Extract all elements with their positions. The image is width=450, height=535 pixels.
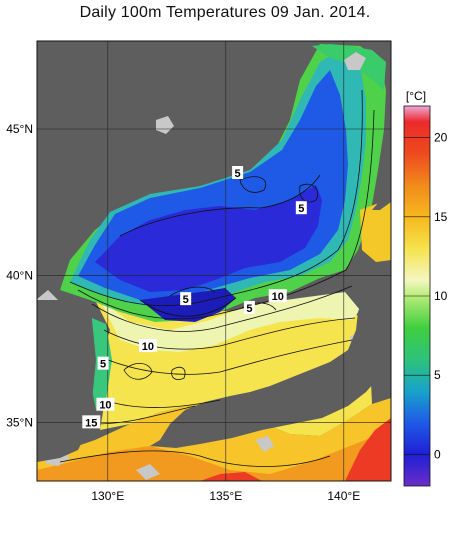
map-title: Daily 100m Temperatures 09 Jan. 2014. — [79, 4, 371, 21]
contour-label-bg — [232, 166, 244, 179]
contour-label-bg — [96, 397, 115, 411]
colorbar-tick-label: 15 — [434, 210, 448, 224]
latitude-label: 35°N — [6, 415, 33, 429]
contour-label-bg — [138, 339, 157, 353]
longitude-label: 140°E — [327, 489, 360, 503]
contour-label-bg — [295, 201, 307, 215]
no-data-patch — [344, 52, 366, 70]
contour-label-bg — [97, 356, 109, 370]
contour-label-bg — [180, 292, 192, 306]
land-hokkaido — [372, 190, 391, 210]
contour-label: 10 — [272, 291, 284, 303]
contour-label: 5 — [235, 168, 241, 180]
latitude-labels: 45°N 40°N 35°N — [6, 122, 33, 429]
longitude-label: 135°E — [209, 489, 242, 503]
sea-north-strip — [312, 44, 386, 90]
longitude-labels: 130°E 135°E 140°E — [91, 489, 360, 503]
colorbar-unit: [°C] — [406, 89, 426, 103]
sea-deep-blue — [95, 185, 322, 292]
no-data-patch — [255, 436, 274, 452]
colorbar-tick-label: 20 — [434, 131, 448, 145]
contour-label-bg — [243, 300, 255, 314]
latitude-label: 40°N — [6, 269, 33, 283]
contour-label: 5 — [246, 303, 252, 315]
contour-label: 5 — [100, 359, 106, 371]
latitude-label: 45°N — [6, 122, 33, 136]
sea-kuroshio-red — [200, 418, 391, 481]
contour-label-bg — [82, 415, 101, 429]
colorbar: [°C] 20 15 10 5 0 — [403, 89, 448, 487]
contour-label: 10 — [99, 400, 111, 412]
colorbar-tick-label: 0 — [434, 447, 441, 461]
contour-label-bg — [268, 289, 287, 303]
map-frame — [36, 40, 392, 482]
contour-lines — [59, 89, 375, 467]
map-area — [37, 41, 391, 481]
longitude-label: 130°E — [91, 489, 124, 503]
contour-label: 10 — [142, 341, 154, 353]
no-data-patch — [136, 464, 160, 480]
land-korea — [37, 300, 96, 462]
colorbar-tick-label: 5 — [434, 368, 441, 382]
contour-label: 5 — [183, 294, 189, 306]
sea-tsugaru-warm — [360, 200, 391, 262]
sea-pacific-orange — [37, 430, 391, 481]
colorbar-ticks: 20 15 10 5 0 — [404, 131, 448, 461]
contour-label: 15 — [85, 417, 97, 429]
contour-label: 5 — [298, 203, 304, 215]
no-data-patch — [156, 116, 174, 134]
colorbar-tick-label: 10 — [434, 289, 448, 303]
sea-pale-band — [100, 292, 360, 352]
